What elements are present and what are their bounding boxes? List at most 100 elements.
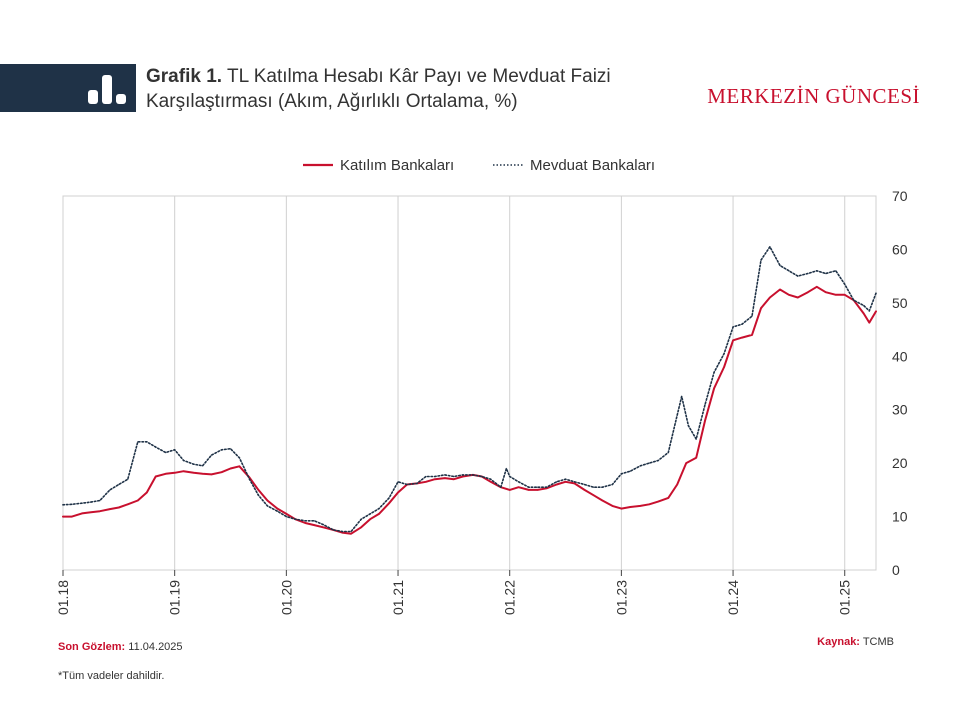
data-point [238, 465, 241, 468]
data-point [266, 499, 269, 502]
data-point [508, 475, 511, 478]
data-point [472, 474, 474, 476]
data-point [350, 532, 352, 535]
data-point [843, 294, 846, 296]
data-point [489, 478, 492, 481]
data-point [434, 475, 436, 478]
y-tick-label: 20 [892, 455, 908, 471]
data-point [620, 507, 623, 510]
data-point [723, 352, 725, 355]
data-point [118, 506, 120, 509]
data-point [862, 312, 865, 315]
data-point [341, 530, 344, 533]
data-point [313, 520, 316, 522]
data-point [99, 510, 101, 512]
data-point [62, 515, 64, 518]
data-point [517, 481, 520, 483]
data-point [835, 270, 837, 272]
data-point [824, 272, 827, 275]
data-point [723, 366, 725, 368]
legend-label-katilim: Katılım Bankaları [340, 157, 454, 174]
data-point [322, 523, 325, 526]
data-point [862, 304, 865, 307]
data-point [137, 441, 139, 443]
data-point [517, 486, 520, 489]
data-point [545, 486, 548, 489]
data-point [536, 489, 539, 491]
data-point [90, 501, 92, 503]
data-point [695, 457, 697, 459]
data-point [657, 459, 659, 462]
data-point [164, 473, 167, 475]
data-point [322, 526, 325, 529]
y-tick-label: 40 [892, 348, 908, 364]
data-point [220, 449, 223, 451]
data-point [680, 395, 683, 398]
data-point [360, 526, 363, 529]
last-observation-value: 11.04.2025 [128, 641, 183, 653]
data-point [182, 459, 185, 462]
x-tick-label: 01.22 [502, 580, 518, 615]
data-point [620, 473, 623, 475]
data-point [687, 424, 690, 427]
data-point [732, 326, 734, 328]
data-point [173, 449, 176, 451]
data-point [639, 465, 642, 467]
source-value: TCMB [862, 636, 894, 648]
data-point [378, 507, 380, 510]
data-point [564, 481, 567, 483]
data-point [257, 489, 260, 491]
data-point [868, 321, 871, 324]
data-point [629, 470, 632, 473]
data-point [639, 505, 642, 507]
data-point [229, 467, 232, 470]
y-tick-label: 70 [892, 188, 908, 204]
data-point [797, 275, 799, 277]
data-point [508, 489, 511, 491]
brand-logo: MERKEZİN GÜNCESİ [707, 84, 920, 108]
last-observation: Son Gözlem: 11.04.2025 [58, 641, 183, 653]
source-label: Kaynak: [817, 636, 860, 648]
data-point [81, 502, 83, 505]
data-point [573, 481, 576, 483]
data-point [90, 511, 92, 514]
data-point [843, 283, 846, 286]
data-point [583, 483, 586, 486]
data-point [868, 310, 871, 312]
data-point [397, 481, 399, 483]
data-point [564, 478, 567, 481]
data-point [388, 502, 390, 505]
data-point [276, 507, 279, 510]
data-point [713, 387, 715, 390]
data-point [99, 499, 101, 502]
data-point [397, 491, 399, 494]
data-point [425, 475, 427, 478]
data-point [676, 414, 678, 416]
y-tick-label: 30 [892, 402, 908, 418]
data-point [875, 292, 877, 295]
data-point [146, 491, 148, 494]
data-point [611, 483, 614, 486]
data-point [434, 478, 436, 481]
data-point [146, 441, 148, 443]
data-point [238, 457, 241, 459]
data-point [481, 475, 483, 478]
data-point [704, 419, 706, 422]
data-point [779, 288, 781, 291]
data-point [210, 473, 213, 476]
data-point [555, 483, 558, 486]
bar-chart-logo-icon [88, 75, 126, 104]
data-point [601, 486, 604, 489]
data-point [751, 315, 753, 318]
data-point [182, 470, 185, 473]
data-point [127, 503, 129, 506]
data-point [500, 486, 502, 489]
data-point [71, 503, 73, 506]
data-point [760, 259, 762, 261]
x-tick-label: 01.25 [837, 580, 853, 615]
data-point [416, 482, 418, 485]
data-point [350, 530, 352, 533]
data-point [667, 497, 670, 499]
data-point [154, 446, 157, 448]
title-text: TL Katılma Hesabı Kâr Payı ve Mevduat Fa… [146, 66, 611, 112]
